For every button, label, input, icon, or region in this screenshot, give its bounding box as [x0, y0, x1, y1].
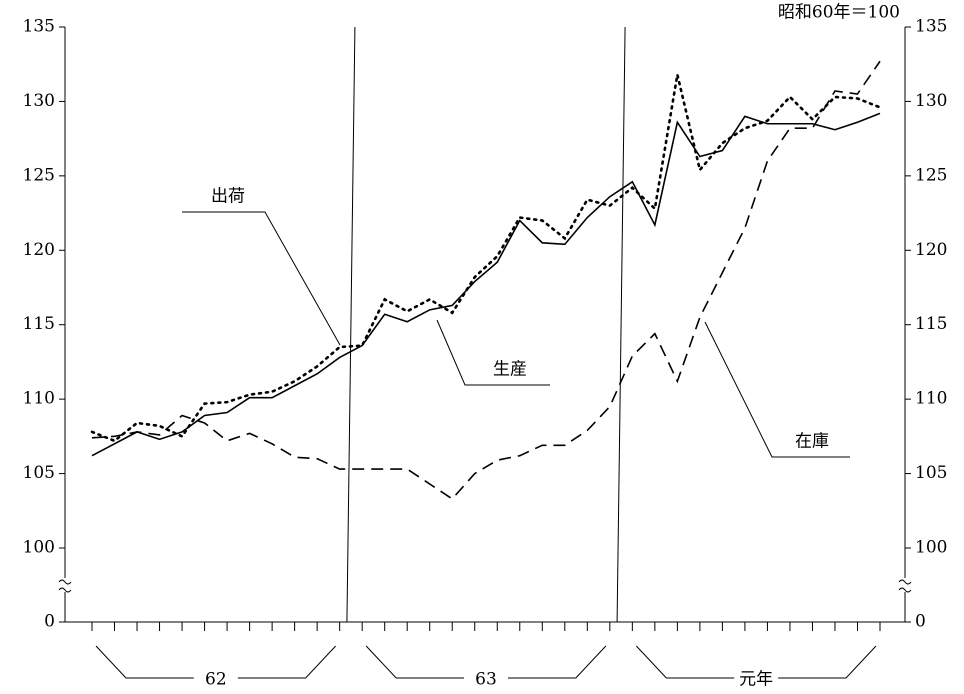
y2-tick-label: 135 [915, 17, 947, 37]
y2-tick-label: 130 [915, 91, 947, 111]
unit-note: 昭和60年＝100 [778, 3, 900, 23]
leader-line [182, 211, 341, 346]
y-tick-label: 130 [23, 91, 55, 111]
group-bracket [95, 645, 337, 679]
leader-line [436, 319, 550, 386]
x-group-label: 63 [475, 670, 497, 690]
y2-tick-label: 0 [915, 612, 926, 632]
y2-tick-label: 120 [915, 240, 947, 260]
series-line [91, 112, 881, 457]
y-tick-label: 115 [23, 314, 55, 334]
y-tick-label: 100 [23, 538, 55, 558]
axis-break [898, 579, 912, 593]
x-group-label: 62 [205, 670, 227, 690]
x-group-label: 元年 [739, 670, 773, 690]
group-bracket [635, 645, 877, 679]
y2-tick-label: 100 [915, 538, 947, 558]
year-separator [616, 26, 626, 623]
series-label: 生産 [493, 360, 527, 380]
series-label: 出荷 [211, 187, 245, 207]
y-tick-label: 120 [23, 240, 55, 260]
axis-break [58, 579, 72, 593]
y2-tick-label: 110 [915, 389, 947, 409]
y2-tick-label: 125 [915, 165, 947, 185]
leader-line [704, 321, 850, 458]
y-tick-label: 110 [23, 389, 55, 409]
group-bracket [365, 645, 607, 679]
series-line [91, 60, 881, 500]
y2-tick-label: 105 [915, 463, 947, 483]
y-tick-label: 0 [44, 612, 55, 632]
series-label: 在庫 [795, 432, 829, 452]
y-tick-label: 105 [23, 463, 55, 483]
year-separator [346, 26, 356, 623]
y-tick-label: 125 [23, 165, 55, 185]
y-tick-label: 135 [23, 17, 55, 37]
y2-tick-label: 115 [915, 314, 947, 334]
series-line [90, 74, 882, 443]
